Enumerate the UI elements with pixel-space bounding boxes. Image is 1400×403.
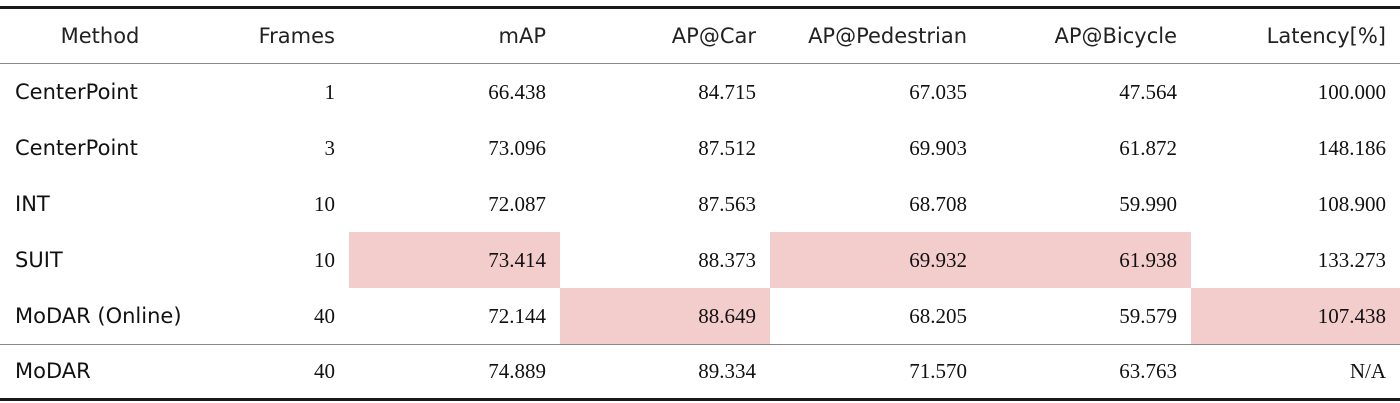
header-ap-bicycle: AP@Bicycle — [1054, 24, 1177, 48]
cell-ap-pedestrian: 68.708 — [909, 192, 967, 216]
cell-frames: 10 — [314, 192, 335, 216]
cell-frames: 3 — [324, 136, 336, 160]
separator-rule — [0, 344, 1400, 345]
cell-latency: 133.273 — [1317, 248, 1386, 272]
cell-method: SUIT — [15, 248, 63, 272]
bottom-rule — [0, 398, 1400, 401]
cell-method: CenterPoint — [15, 136, 138, 160]
cell-ap-car: 84.715 — [698, 80, 756, 104]
cell-ap-bicycle: 63.763 — [1119, 359, 1177, 383]
cell-frames: 1 — [324, 80, 336, 104]
table-row: INT 10 72.087 87.563 68.708 59.990 108.9… — [0, 176, 1400, 232]
cell-ap-pedestrian: 69.903 — [909, 136, 967, 160]
cell-map: 74.889 — [488, 359, 546, 383]
header-ap-pedestrian: AP@Pedestrian — [808, 24, 967, 48]
table-row: MoDAR 40 74.889 89.334 71.570 63.763 N/A — [0, 345, 1400, 398]
cell-latency: N/A — [1349, 359, 1386, 383]
cell-method: MoDAR — [15, 359, 91, 383]
cell-ap-bicycle: 59.990 — [1119, 192, 1177, 216]
cell-ap-car: 87.563 — [698, 192, 756, 216]
cell-latency: 107.438 — [1191, 288, 1400, 344]
cell-map: 66.438 — [488, 80, 546, 104]
header-map: mAP — [498, 24, 547, 48]
cell-ap-bicycle: 59.579 — [1119, 304, 1177, 328]
table-row: CenterPoint 3 73.096 87.512 69.903 61.87… — [0, 120, 1400, 176]
cell-map: 72.144 — [488, 304, 546, 328]
header-method: Method — [60, 24, 140, 48]
cell-ap-car: 88.373 — [698, 248, 756, 272]
cell-ap-car: 88.649 — [560, 288, 770, 344]
cell-latency: 108.900 — [1317, 192, 1386, 216]
cell-map: 73.414 — [349, 232, 560, 288]
cell-ap-bicycle: 61.938 — [981, 232, 1191, 288]
cell-method: MoDAR (Online) — [15, 304, 182, 328]
cell-method: CenterPoint — [15, 80, 138, 104]
header-row: Method Frames mAP AP@Car AP@Pedestrian A… — [0, 8, 1400, 64]
cell-map: 72.087 — [488, 192, 546, 216]
header-latency: Latency[%] — [1266, 24, 1386, 48]
cell-ap-pedestrian: 67.035 — [909, 80, 967, 104]
cell-frames: 10 — [314, 248, 335, 272]
cell-ap-pedestrian: 71.570 — [909, 359, 967, 383]
cell-map: 73.096 — [488, 136, 546, 160]
table-row: SUIT 10 73.414 88.373 69.932 61.938 133.… — [0, 232, 1400, 288]
header-ap-car: AP@Car — [671, 24, 756, 48]
cell-ap-pedestrian: 68.205 — [909, 304, 967, 328]
cell-ap-car: 87.512 — [698, 136, 756, 160]
cell-ap-bicycle: 61.872 — [1119, 136, 1177, 160]
cell-ap-pedestrian: 69.932 — [770, 232, 981, 288]
cell-ap-car: 89.334 — [698, 359, 756, 383]
cell-latency: 148.186 — [1317, 136, 1386, 160]
header-rule — [0, 63, 1400, 64]
table-row: CenterPoint 1 66.438 84.715 67.035 47.56… — [0, 64, 1400, 120]
cell-method: INT — [15, 192, 50, 216]
cell-frames: 40 — [314, 359, 335, 383]
header-frames: Frames — [258, 24, 335, 48]
top-rule — [0, 6, 1400, 9]
cell-latency: 100.000 — [1317, 80, 1386, 104]
table-row: MoDAR (Online) 40 72.144 88.649 68.205 5… — [0, 288, 1400, 344]
cell-ap-bicycle: 47.564 — [1119, 80, 1177, 104]
cell-frames: 40 — [314, 304, 335, 328]
